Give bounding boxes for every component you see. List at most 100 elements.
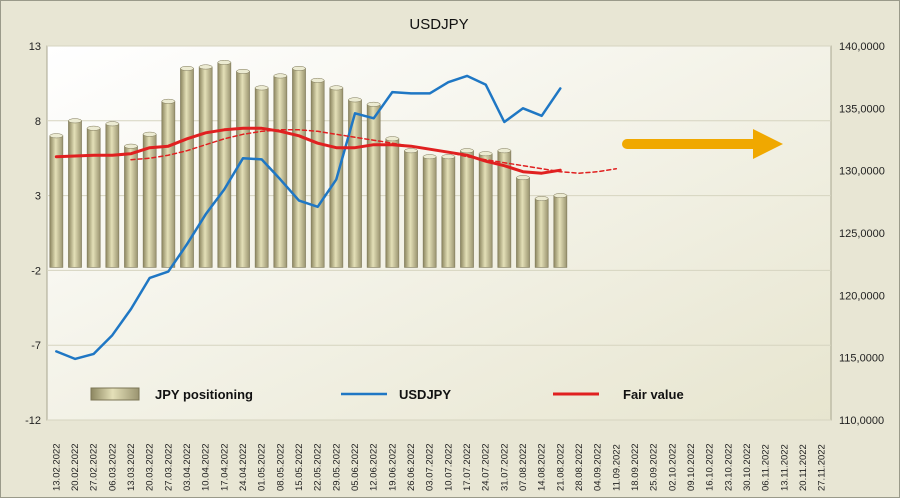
- right-tick-label: 130,0000: [839, 166, 885, 178]
- x-tick-label: 10.04.2022: [201, 443, 212, 491]
- positioning-bar-cap: [292, 65, 306, 71]
- left-tick-label: 8: [35, 116, 41, 128]
- positioning-bar-cap: [516, 175, 530, 181]
- positioning-bar: [68, 120, 82, 268]
- positioning-bar-cap: [478, 151, 493, 157]
- x-tick-label: 14.08.2022: [537, 443, 548, 491]
- positioning-bar-cap: [68, 118, 82, 124]
- right-tick-label: 125,0000: [839, 228, 885, 240]
- positioning-bar-cap: [124, 143, 138, 149]
- x-tick-label: 03.07.2022: [425, 443, 436, 491]
- positioning-bar-cap: [105, 121, 120, 127]
- positioning-bar-cap: [142, 131, 157, 137]
- legend: JPY positioning USDJPY Fair value: [90, 387, 684, 402]
- x-tick-label: 27.11.2022: [817, 444, 828, 491]
- x-tick-label: 06.11.2022: [761, 444, 772, 491]
- x-tick-label: 24.04.2022: [238, 443, 249, 491]
- legend-swatch-bar: [90, 387, 140, 401]
- x-tick-label: 24.07.2022: [481, 443, 492, 491]
- left-tick-label: -12: [25, 415, 41, 427]
- positioning-bar-cap: [497, 148, 512, 154]
- left-tick-label: 3: [35, 191, 41, 203]
- legend-label-usdjpy: USDJPY: [399, 387, 451, 402]
- positioning-bar-cap: [348, 97, 362, 103]
- x-tick-label: 07.08.2022: [518, 443, 529, 491]
- axes: 13 8 3 -2 -7 -12 140,0000 135,0000 130,0000 125,0…: [25, 41, 885, 491]
- positioning-bar: [441, 156, 456, 268]
- positioning-bar: [310, 80, 325, 268]
- positioning-bar: [254, 87, 269, 268]
- x-tick-label: 15.05.2022: [294, 443, 305, 491]
- legend-label-fair-value: Fair value: [623, 387, 684, 402]
- positioning-bar-cap: [366, 101, 381, 107]
- x-tick-label: 19.06.2022: [387, 443, 398, 491]
- x-tick-label: 30.10.2022: [742, 443, 753, 491]
- x-tick-label: 11.09.2022: [611, 444, 622, 491]
- x-tick-label: 17.07.2022: [462, 443, 473, 491]
- positioning-bar: [86, 127, 101, 268]
- positioning-bar-cap: [198, 64, 213, 70]
- positioning-bar-cap: [49, 133, 64, 139]
- positioning-bar-cap: [236, 68, 250, 74]
- positioning-bar-cap: [422, 154, 437, 160]
- x-tick-label: 16.10.2022: [705, 443, 716, 491]
- positioning-bar: [516, 177, 530, 268]
- x-tick-label: 18.09.2022: [630, 443, 641, 491]
- forecast-arrow: [622, 129, 783, 159]
- right-tick-label: 110,0000: [839, 415, 884, 427]
- x-tick-label: 21.08.2022: [555, 443, 566, 491]
- x-tick-label: 09.10.2022: [686, 443, 697, 491]
- x-tick-label: 13.11.2022: [779, 444, 790, 491]
- positioning-bar: [366, 104, 381, 268]
- x-tick-label: 27.02.2022: [89, 443, 100, 491]
- positioning-bar: [198, 66, 213, 268]
- positioning-bar-cap: [385, 136, 400, 142]
- positioning-bar: [385, 138, 400, 268]
- positioning-bar: [292, 68, 306, 268]
- line-series: [54, 74, 618, 361]
- x-tick-label: 02.10.2022: [667, 443, 678, 491]
- positioning-bar: [404, 150, 418, 268]
- x-tick-label: 01.05.2022: [257, 443, 268, 491]
- x-tick-label: 29.05.2022: [331, 443, 342, 491]
- positioning-bar: [236, 71, 250, 268]
- x-tick-label: 20.02.2022: [70, 443, 81, 491]
- left-tick-label: -7: [31, 340, 41, 352]
- positioning-bar: [534, 198, 549, 268]
- legend-label-positioning: JPY positioning: [155, 387, 253, 402]
- x-tick-label: 25.09.2022: [649, 443, 660, 491]
- positioning-bar-cap: [404, 148, 418, 154]
- positioning-bar: [161, 101, 176, 268]
- x-tick-label: 05.06.2022: [350, 443, 361, 491]
- positioning-bar-cap: [273, 73, 288, 79]
- gridlines: [47, 45, 831, 421]
- positioning-bar: [478, 153, 493, 268]
- positioning-bar-cap: [180, 65, 194, 71]
- left-tick-label: -2: [31, 265, 41, 277]
- positioning-bar: [553, 195, 568, 268]
- x-tick-label: 26.06.2022: [406, 443, 417, 491]
- positioning-bar-cap: [161, 98, 176, 104]
- x-tick-label: 13.02.2022: [51, 443, 62, 491]
- x-tick-label: 12.06.2022: [369, 443, 380, 491]
- positioning-bar-cap: [553, 193, 568, 199]
- positioning-bar-cap: [310, 77, 325, 83]
- fair-value-trend-line: [130, 129, 618, 174]
- bar-series: [49, 60, 568, 268]
- x-tick-label: 04.09.2022: [593, 443, 604, 491]
- x-tick-label: 28.08.2022: [574, 443, 585, 491]
- positioning-bar-cap: [329, 85, 344, 91]
- positioning-bar: [460, 150, 474, 268]
- positioning-bar-cap: [441, 154, 456, 160]
- positioning-bar-cap: [217, 60, 232, 65]
- x-tick-label: 13.03.2022: [126, 443, 137, 491]
- positioning-bar-cap: [86, 125, 101, 131]
- x-tick-label: 20.03.2022: [145, 443, 156, 491]
- positioning-bar: [124, 145, 138, 268]
- positioning-bar: [422, 156, 437, 268]
- usdjpy-line: [55, 74, 562, 361]
- right-tick-label: 115,0000: [839, 353, 884, 365]
- x-tick-label: 17.04.2022: [219, 443, 230, 491]
